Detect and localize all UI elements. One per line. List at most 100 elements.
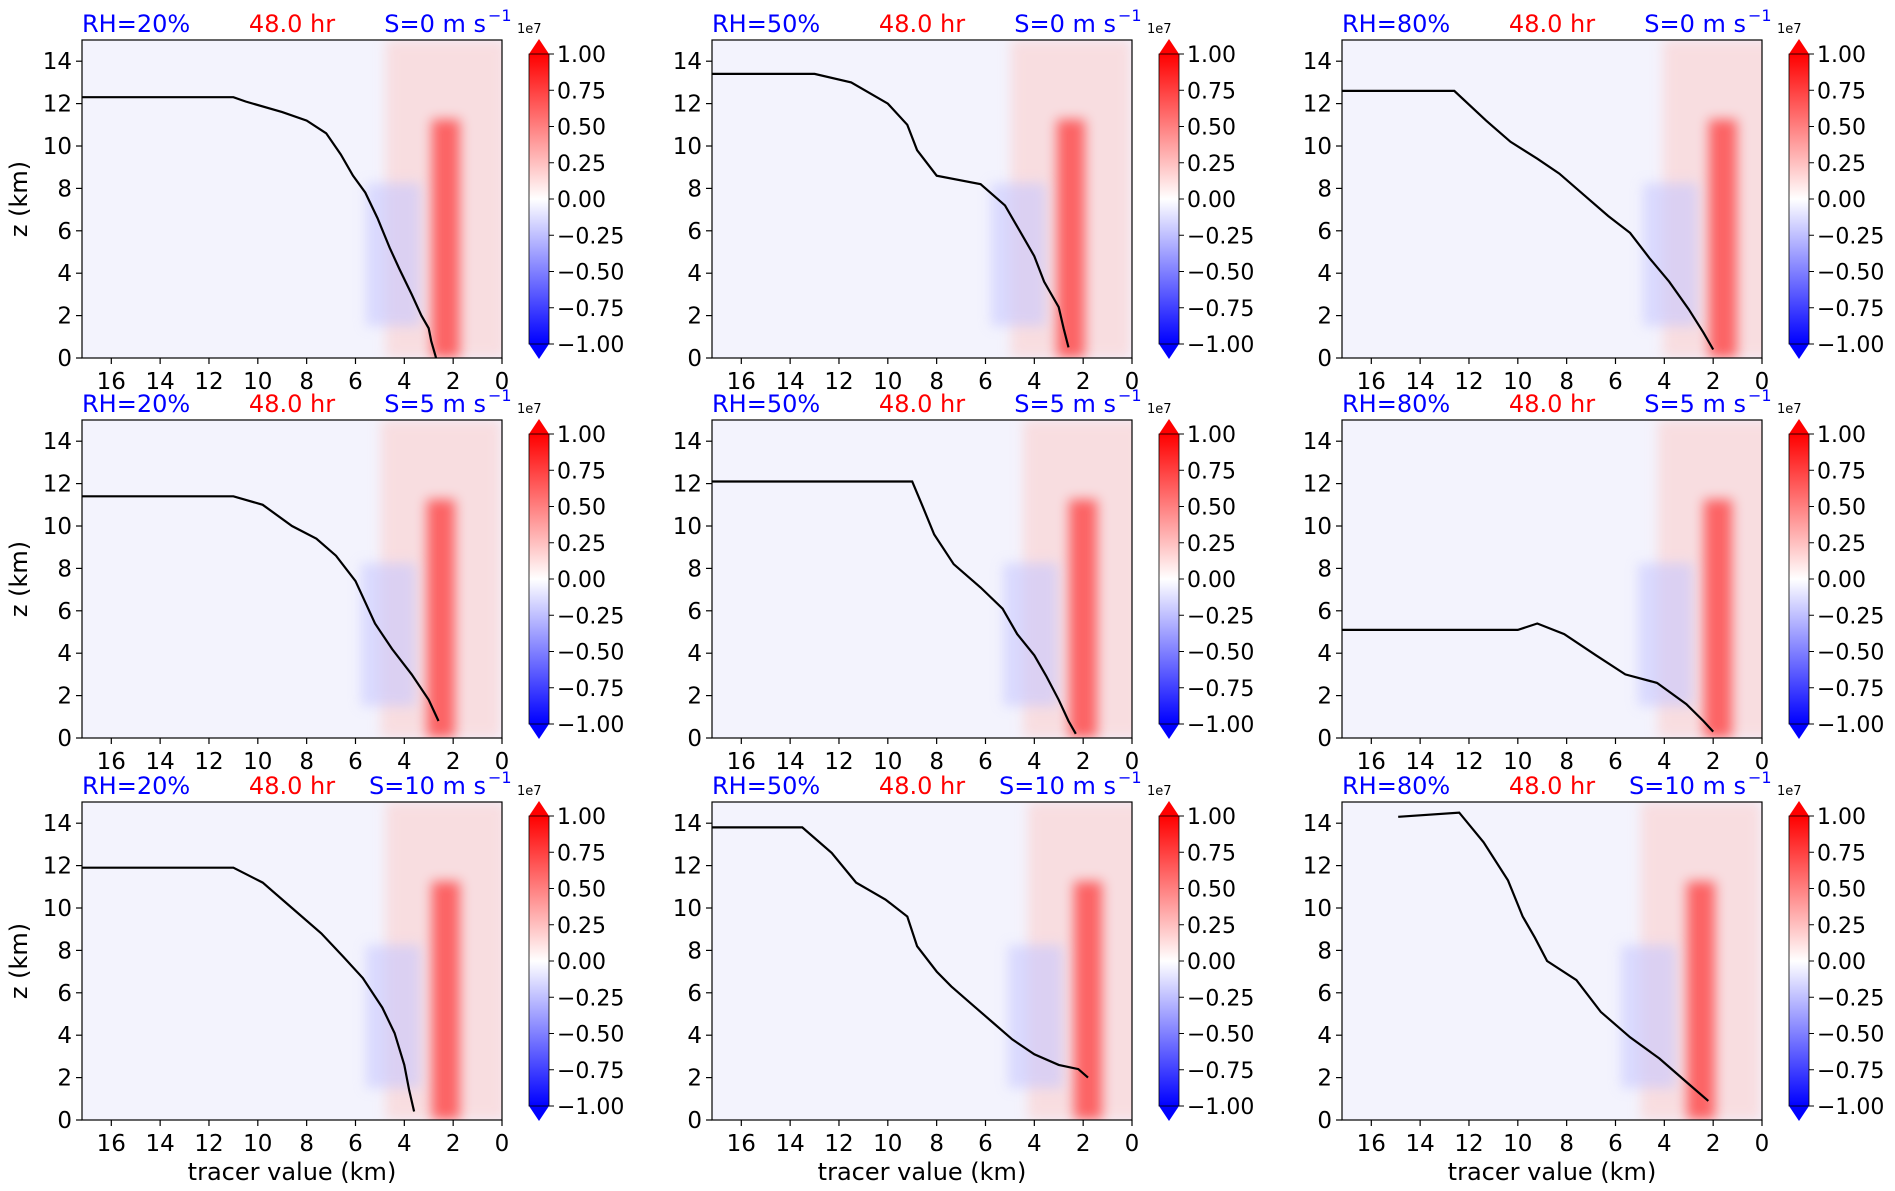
y-axis-label: z (km) bbox=[5, 923, 33, 999]
y-tick-label: 2 bbox=[57, 304, 72, 330]
colorbar-tick-label: 0.50 bbox=[1817, 116, 1866, 141]
y-tick-label: 2 bbox=[1317, 304, 1332, 330]
panel-shear-exponent: −1 bbox=[1118, 768, 1142, 787]
colorbar bbox=[1788, 53, 1810, 345]
x-tick-label: 10 bbox=[873, 369, 902, 395]
colorbar-tick-label: −1.00 bbox=[557, 333, 624, 358]
y-tick-label: 4 bbox=[687, 261, 702, 287]
colorbar-tick-label: −0.25 bbox=[1187, 604, 1254, 629]
colorbar-tick-label: −1.00 bbox=[1817, 713, 1884, 738]
colorbar-tick-label: 0.50 bbox=[557, 878, 606, 903]
colorbar-tick-label: 0.25 bbox=[1817, 914, 1866, 939]
field-layer bbox=[82, 40, 502, 358]
colorbar-tick-label: −1.00 bbox=[557, 713, 624, 738]
x-tick-label: 2 bbox=[1076, 749, 1091, 775]
x-tick-label: 0 bbox=[1755, 749, 1770, 775]
colorbar bbox=[1158, 433, 1180, 725]
colorbar-extend-top bbox=[1789, 801, 1809, 816]
colorbar-tick-label: −0.75 bbox=[1817, 677, 1884, 702]
y-tick-label: 14 bbox=[1303, 811, 1332, 837]
colorbar-tick-label: 0.75 bbox=[1817, 459, 1866, 484]
colorbar-tick-label: 0.50 bbox=[1187, 496, 1236, 521]
y-tick-label: 10 bbox=[1303, 134, 1332, 160]
colorbar-extend-bottom bbox=[1789, 724, 1809, 739]
colorbar-tick-label: 0.00 bbox=[1817, 568, 1866, 593]
colorbar-tick-label: 0.75 bbox=[1817, 841, 1866, 866]
x-tick-label: 8 bbox=[299, 1131, 314, 1157]
x-tick-label: 0 bbox=[1125, 749, 1140, 775]
y-tick-label: 2 bbox=[1317, 684, 1332, 710]
x-tick-label: 14 bbox=[775, 749, 804, 775]
panel-rh-label: RH=50% bbox=[712, 390, 820, 418]
x-tick-label: 6 bbox=[348, 1131, 363, 1157]
panel-shear-label: S=10 m s bbox=[1629, 772, 1746, 800]
colorbar bbox=[528, 815, 550, 1107]
y-tick-label: 8 bbox=[687, 556, 702, 582]
colorbar-tick-label: 0.25 bbox=[557, 532, 606, 557]
y-tick-label: 8 bbox=[57, 556, 72, 582]
x-tick-label: 14 bbox=[145, 369, 174, 395]
panel-shear-label: S=10 m s bbox=[999, 772, 1116, 800]
y-tick-label: 10 bbox=[43, 896, 72, 922]
y-tick-label: 6 bbox=[687, 981, 702, 1007]
field-layer bbox=[82, 420, 501, 738]
colorbar-tick-label: 1.00 bbox=[1817, 43, 1866, 68]
x-tick-label: 12 bbox=[194, 369, 223, 395]
colorbar-tick-label: 0.50 bbox=[1187, 878, 1236, 903]
panel-shear-exponent: −1 bbox=[1118, 6, 1142, 25]
colorbar-extend-top bbox=[529, 801, 549, 816]
x-tick-label: 8 bbox=[929, 749, 944, 775]
colorbar-exponent: 1e7 bbox=[1147, 22, 1172, 37]
y-tick-label: 6 bbox=[57, 599, 72, 625]
y-tick-label: 8 bbox=[57, 938, 72, 964]
colorbar-exponent: 1e7 bbox=[1147, 402, 1172, 417]
colorbar bbox=[528, 53, 550, 345]
x-tick-label: 10 bbox=[1503, 1131, 1532, 1157]
colorbar-tick-label: −0.75 bbox=[1817, 297, 1884, 322]
x-tick-label: 4 bbox=[1027, 1131, 1042, 1157]
colorbar-tick-label: 0.50 bbox=[1817, 496, 1866, 521]
x-tick-label: 4 bbox=[1027, 749, 1042, 775]
y-tick-label: 10 bbox=[1303, 896, 1332, 922]
x-tick-label: 14 bbox=[145, 749, 174, 775]
x-tick-label: 10 bbox=[243, 1131, 272, 1157]
y-axis-label: z (km) bbox=[5, 541, 33, 617]
positive-anomaly-core bbox=[426, 499, 455, 738]
panel-shear-exponent: −1 bbox=[1748, 386, 1772, 405]
panel-rh-label: RH=20% bbox=[82, 390, 190, 418]
x-tick-label: 16 bbox=[97, 369, 126, 395]
x-tick-label: 16 bbox=[97, 749, 126, 775]
colorbar-tick-label: 0.50 bbox=[557, 116, 606, 141]
x-tick-label: 8 bbox=[1559, 369, 1574, 395]
colorbar-tick-label: −0.75 bbox=[1187, 1059, 1254, 1084]
x-tick-label: 10 bbox=[873, 1131, 902, 1157]
colorbar-tick-label: −0.50 bbox=[557, 261, 624, 286]
colorbar-tick-label: 0.75 bbox=[1187, 459, 1236, 484]
colorbar-extend-top bbox=[1159, 39, 1179, 54]
colorbar-tick-label: 0.00 bbox=[1817, 950, 1866, 975]
panel-6: 0 2 4 6 8 10 12 14 16 14 12 10 8 6 4 2 0 RH=80% 48.0 hr S=5… bbox=[1303, 386, 1885, 775]
y-tick-label: 2 bbox=[687, 684, 702, 710]
colorbar-tick-label: −0.75 bbox=[1187, 677, 1254, 702]
panel-shear-label: S=5 m s bbox=[1014, 390, 1116, 418]
colorbar-exponent: 1e7 bbox=[517, 784, 542, 799]
x-tick-label: 0 bbox=[1755, 1131, 1770, 1157]
x-tick-label: 0 bbox=[1125, 369, 1140, 395]
colorbar-tick-label: −0.50 bbox=[1817, 1023, 1884, 1048]
x-tick-label: 8 bbox=[929, 1131, 944, 1157]
colorbar-tick-label: 0.25 bbox=[1817, 532, 1866, 557]
colorbar-tick-label: −0.25 bbox=[557, 604, 624, 629]
x-axis-label: tracer value (km) bbox=[188, 1158, 397, 1186]
contour-line bbox=[82, 96, 438, 358]
x-tick-label: 14 bbox=[775, 369, 804, 395]
axes-frame bbox=[711, 419, 1133, 739]
x-tick-label: 2 bbox=[1076, 369, 1091, 395]
x-tick-label: 2 bbox=[1076, 1131, 1091, 1157]
y-tick-label: 14 bbox=[43, 811, 72, 837]
colorbar-extend-bottom bbox=[1789, 1106, 1809, 1121]
panel-3: 0 2 4 6 8 10 12 14 16 14 12 10 8 6 4 2 0 RH=80% 48.0 hr S=0… bbox=[1303, 6, 1885, 395]
panel-rh-label: RH=50% bbox=[712, 772, 820, 800]
panel-shear-exponent: −1 bbox=[1118, 386, 1142, 405]
colorbar bbox=[1158, 53, 1180, 345]
y-tick-label: 6 bbox=[57, 219, 72, 245]
